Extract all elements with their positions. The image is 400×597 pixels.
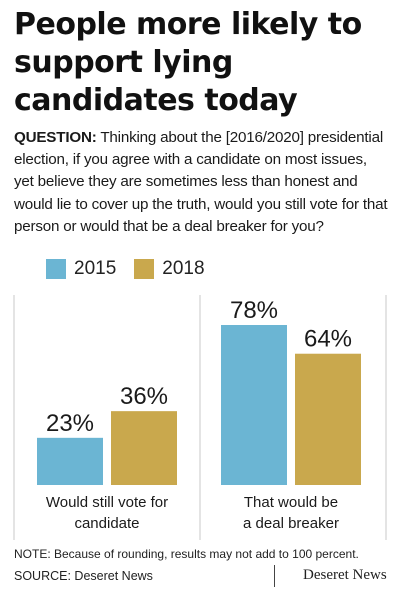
title-line: People more likely to bbox=[14, 7, 362, 42]
title-line: support lying bbox=[14, 45, 233, 80]
bar-2015-0 bbox=[37, 437, 103, 485]
data-label: 23% bbox=[46, 410, 94, 437]
bar-2018-0 bbox=[111, 411, 177, 485]
legend-label-2018: 2018 bbox=[162, 258, 205, 279]
chart-title: People more likely to support lying cand… bbox=[14, 6, 394, 120]
title-line: candidates today bbox=[14, 83, 298, 118]
bar-2015-1 bbox=[221, 325, 287, 485]
bar-chart: 23% 36% Would still vote for candidate 78% 64… bbox=[13, 295, 387, 540]
legend-label-2015: 2015 bbox=[74, 258, 117, 279]
legend-swatch-2018 bbox=[134, 259, 155, 279]
publisher-logo: Deseret News bbox=[303, 567, 387, 583]
category-label: a deal breaker bbox=[243, 515, 339, 532]
category-label: candidate bbox=[74, 515, 139, 532]
data-label: 64% bbox=[304, 326, 352, 353]
legend-item-2015: 2015 bbox=[46, 258, 116, 280]
survey-question: QUESTION: Thinking about the [2016/2020]… bbox=[14, 127, 390, 238]
footer-divider bbox=[274, 565, 275, 587]
source-credit: SOURCE: Deseret News bbox=[14, 569, 153, 583]
chart-legend: 2015 2018 bbox=[46, 257, 223, 281]
data-label: 36% bbox=[120, 383, 168, 410]
legend-item-2018: 2018 bbox=[134, 258, 205, 280]
data-label: 78% bbox=[230, 297, 278, 324]
bar-2018-1 bbox=[295, 353, 361, 485]
legend-swatch-2015 bbox=[46, 259, 66, 279]
category-label: That would be bbox=[244, 494, 338, 511]
question-label: QUESTION: bbox=[14, 129, 97, 146]
question-text: Thinking about the [2016/2020] president… bbox=[14, 129, 388, 235]
category-label: Would still vote for bbox=[46, 494, 168, 511]
footnote: NOTE: Because of rounding, results may n… bbox=[14, 547, 359, 561]
